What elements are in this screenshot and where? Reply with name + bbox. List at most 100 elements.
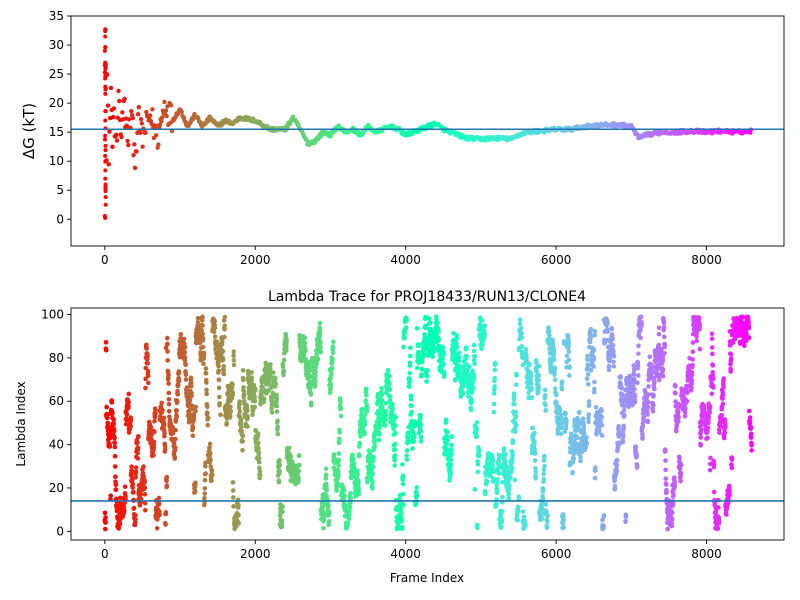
lambda-point bbox=[492, 384, 497, 389]
delta-g-point bbox=[135, 111, 141, 117]
lambda-point bbox=[484, 479, 490, 484]
lambda-point bbox=[337, 429, 342, 435]
lambda-point bbox=[276, 479, 282, 485]
lambda-point bbox=[362, 418, 368, 423]
lambda-point bbox=[323, 472, 329, 478]
lambda-point bbox=[400, 491, 406, 497]
lambda-point bbox=[672, 480, 678, 485]
lambda-point bbox=[622, 412, 627, 418]
lambda-point bbox=[314, 352, 319, 358]
lambda-point bbox=[475, 462, 481, 467]
lambda-point bbox=[393, 441, 398, 447]
lambda-point bbox=[135, 450, 140, 456]
lambda-point bbox=[112, 440, 118, 446]
lambda-point bbox=[553, 392, 559, 398]
lambda-point bbox=[512, 429, 518, 434]
lambda-point bbox=[336, 472, 341, 478]
lambda-point bbox=[456, 354, 462, 360]
lambda-point bbox=[499, 519, 505, 525]
lambda-point bbox=[698, 443, 703, 448]
lambda-point bbox=[711, 376, 716, 381]
lambda-point bbox=[441, 369, 447, 375]
lambda-point bbox=[422, 335, 428, 340]
lambda-point bbox=[581, 430, 587, 436]
lambda-point bbox=[297, 336, 302, 342]
lambda-point bbox=[567, 365, 572, 370]
lambda-point bbox=[228, 404, 233, 410]
lambda-point bbox=[495, 477, 500, 482]
lambda-point bbox=[356, 491, 362, 497]
lambda-point bbox=[317, 327, 323, 333]
lambda-point bbox=[419, 366, 425, 372]
lambda-point bbox=[257, 472, 263, 478]
lambda-point bbox=[387, 394, 393, 399]
lambda-point bbox=[522, 518, 528, 524]
lambda-point bbox=[532, 451, 538, 456]
lambda-point bbox=[202, 477, 208, 483]
lambda-point bbox=[507, 483, 512, 489]
lambda-point bbox=[189, 406, 195, 412]
delta-g-point bbox=[130, 115, 136, 121]
lambda-point bbox=[563, 411, 568, 416]
lambda-point bbox=[133, 512, 138, 518]
lambda-point bbox=[497, 455, 502, 461]
lambda-point bbox=[407, 370, 413, 376]
lambda-point bbox=[424, 374, 430, 379]
lambda-point bbox=[517, 317, 523, 323]
lambda-point bbox=[526, 390, 531, 396]
lambda-point bbox=[364, 392, 369, 398]
lambda-point bbox=[256, 455, 262, 461]
delta-g-point bbox=[105, 103, 111, 108]
delta-g-point bbox=[103, 87, 108, 92]
delta-g-point bbox=[125, 138, 130, 144]
lambda-point bbox=[208, 457, 213, 463]
lambda-point bbox=[252, 386, 258, 392]
lambda-point bbox=[363, 398, 368, 403]
lambda-point bbox=[591, 364, 597, 369]
lambda-point bbox=[328, 373, 334, 378]
lambda-point bbox=[318, 349, 324, 354]
lambda-point bbox=[574, 448, 579, 453]
lambda-point bbox=[632, 399, 638, 405]
lambda-point bbox=[694, 330, 700, 335]
lambda-point bbox=[209, 472, 215, 477]
lambda-point bbox=[523, 347, 529, 352]
lambda-point bbox=[476, 453, 482, 459]
lambda-point bbox=[269, 406, 274, 411]
lambda-point bbox=[475, 469, 481, 475]
delta-g-point bbox=[103, 109, 108, 114]
lambda-point bbox=[162, 431, 167, 436]
lambda-point bbox=[173, 436, 178, 442]
lambda-point bbox=[309, 355, 315, 361]
lambda-point bbox=[660, 357, 666, 362]
lambda-point bbox=[411, 438, 417, 444]
lambda-point bbox=[201, 350, 207, 356]
lambda-point bbox=[166, 390, 172, 396]
delta-g-x-tick-label: 6000 bbox=[541, 253, 572, 267]
lambda-point bbox=[104, 411, 110, 417]
lambda-point bbox=[221, 363, 226, 369]
lambda-point bbox=[441, 373, 447, 379]
delta-g-point bbox=[114, 138, 120, 143]
lambda-point bbox=[220, 357, 226, 362]
lambda-point bbox=[708, 455, 713, 461]
lambda-point bbox=[245, 415, 251, 421]
lambda-point bbox=[231, 353, 236, 359]
lambda-point bbox=[592, 332, 597, 338]
lambda-point bbox=[152, 429, 157, 435]
lambda-point bbox=[433, 314, 439, 320]
lambda-point bbox=[204, 387, 209, 393]
lambda-point bbox=[663, 448, 668, 454]
lambda-point bbox=[336, 457, 342, 463]
lambda-point bbox=[176, 378, 182, 384]
lambda-point bbox=[623, 518, 628, 524]
lambda-point bbox=[108, 493, 114, 498]
lambda-point bbox=[143, 376, 148, 382]
lambda-point bbox=[212, 325, 218, 331]
lambda-point bbox=[363, 386, 369, 392]
lambda-point bbox=[135, 456, 141, 461]
lambda-point bbox=[709, 336, 715, 342]
lambda-point bbox=[104, 404, 109, 410]
lambda-point bbox=[574, 434, 580, 440]
